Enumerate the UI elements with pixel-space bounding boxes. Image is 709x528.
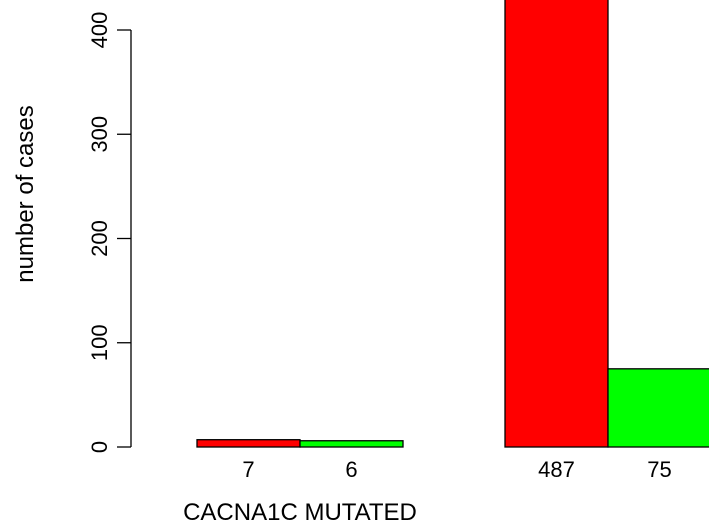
- y-tick-label: 0: [87, 441, 112, 453]
- x-axis-label: CACNA1C MUTATED: [183, 499, 417, 526]
- bars: [196, 0, 709, 448]
- bar-value-label: 7: [242, 457, 254, 482]
- y-tick-label: 400: [87, 12, 112, 49]
- y-tick-label: 100: [87, 324, 112, 361]
- y-tick-label: 200: [87, 220, 112, 257]
- bar-value-labels: 7 6 487 75: [242, 457, 671, 482]
- bar: [607, 368, 709, 448]
- bar-value-label: 6: [345, 457, 357, 482]
- bar-value-label: 75: [647, 457, 671, 482]
- bar-value-label: 487: [538, 457, 575, 482]
- y-axis-label: number of cases: [12, 105, 39, 282]
- y-axis: 0 100 200 300 400: [87, 12, 132, 453]
- bar: [299, 440, 404, 448]
- bar: [196, 439, 301, 448]
- bar: [504, 0, 609, 448]
- y-tick-label: 300: [87, 116, 112, 153]
